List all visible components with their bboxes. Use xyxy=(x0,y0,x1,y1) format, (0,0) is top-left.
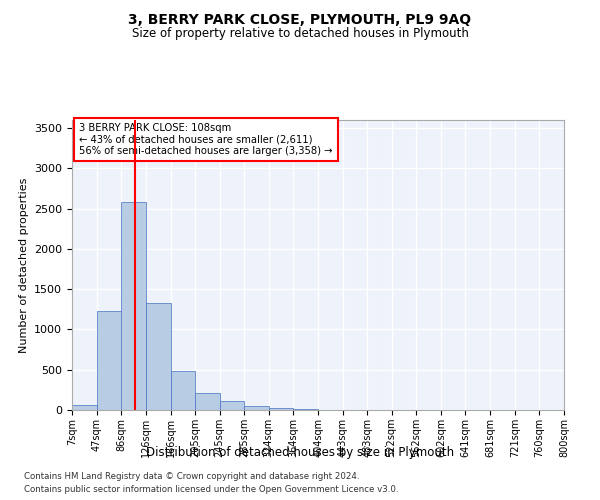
Bar xyxy=(293,409,319,410)
Text: Contains public sector information licensed under the Open Government Licence v3: Contains public sector information licen… xyxy=(24,485,398,494)
Bar xyxy=(97,311,122,410)
Bar xyxy=(72,405,97,410)
Text: 3, BERRY PARK CLOSE, PLYMOUTH, PL9 9AQ: 3, BERRY PARK CLOSE, PLYMOUTH, PL9 9AQ xyxy=(128,12,472,26)
Bar xyxy=(269,408,293,410)
Bar xyxy=(170,370,196,410)
Bar xyxy=(121,202,146,410)
Text: Size of property relative to detached houses in Plymouth: Size of property relative to detached ho… xyxy=(131,28,469,40)
Y-axis label: Number of detached properties: Number of detached properties xyxy=(19,178,29,352)
Text: 3 BERRY PARK CLOSE: 108sqm
← 43% of detached houses are smaller (2,611)
56% of s: 3 BERRY PARK CLOSE: 108sqm ← 43% of deta… xyxy=(79,123,333,156)
Bar xyxy=(220,400,244,410)
Text: Distribution of detached houses by size in Plymouth: Distribution of detached houses by size … xyxy=(146,446,454,459)
Bar xyxy=(195,393,220,410)
Text: Contains HM Land Registry data © Crown copyright and database right 2024.: Contains HM Land Registry data © Crown c… xyxy=(24,472,359,481)
Bar xyxy=(244,406,269,410)
Bar xyxy=(146,303,170,410)
